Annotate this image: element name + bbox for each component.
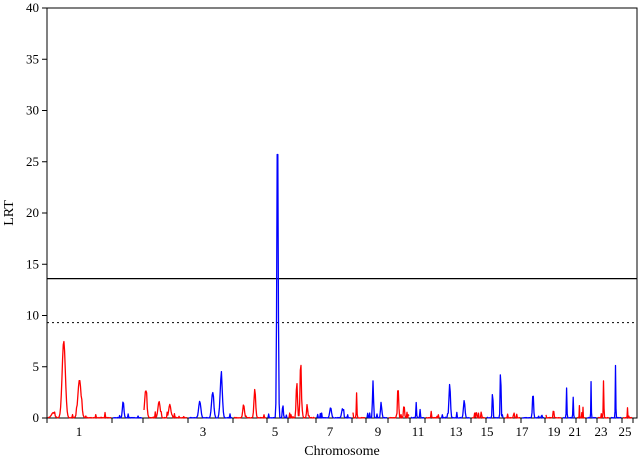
y-tick-label: 30: [26, 103, 39, 118]
y-axis-title: LRT: [2, 200, 17, 226]
chromosome-12-lrt-line: [410, 401, 425, 419]
chromosome-19-lrt-line: [545, 410, 562, 419]
chromosome-25-lrt-line: [622, 407, 633, 419]
y-tick-label: 0: [33, 410, 40, 425]
x-tick-label: 3: [200, 424, 207, 439]
chromosome-9-lrt-line: [352, 392, 366, 419]
y-tick-label: 20: [26, 205, 39, 220]
x-tick-label: 7: [327, 424, 334, 439]
x-tick-label: 5: [272, 424, 279, 439]
chromosome-2-lrt-line: [112, 401, 143, 419]
chromosome-14-lrt-line: [440, 383, 471, 419]
chromosome-11-lrt-line: [388, 390, 410, 419]
chromosome-21-lrt-line: [576, 405, 586, 419]
y-tick-label: 35: [26, 51, 39, 66]
chromosome-23-lrt-line: [597, 380, 610, 419]
x-tick-label: 25: [619, 424, 632, 439]
chromosome-16-lrt-line: [486, 374, 504, 419]
chromosome-13-lrt-line: [425, 410, 440, 419]
y-tick-label: 15: [26, 256, 39, 271]
chromosome-5-lrt-line: [233, 388, 267, 419]
chromosome-20-lrt-line: [562, 387, 576, 419]
x-tick-label: 15: [481, 424, 494, 439]
x-tick-label: 21: [569, 424, 582, 439]
x-tick-label: 11: [412, 424, 425, 439]
x-axis-title: Chromosome: [304, 444, 379, 459]
chromosome-15-lrt-line: [471, 411, 486, 419]
y-tick-label: 5: [33, 359, 40, 374]
x-tick-label: 9: [375, 424, 382, 439]
y-tick-label: 40: [26, 0, 39, 15]
chromosome-17-lrt-line: [504, 412, 521, 419]
x-tick-label: 17: [516, 424, 530, 439]
x-tick-label: 19: [548, 424, 561, 439]
chromosome-1-lrt-line: [47, 340, 112, 419]
x-tick-label: 23: [595, 424, 608, 439]
x-tick-label: 1: [76, 424, 83, 439]
chromosome-3-lrt-line: [143, 390, 188, 419]
y-tick-label: 25: [26, 154, 39, 169]
chromosome-6-lrt-line: [267, 153, 288, 419]
chromosome-10-lrt-line: [366, 380, 388, 419]
x-tick-label: 13: [450, 424, 463, 439]
chromosome-18-lrt-line: [521, 395, 545, 419]
chromosome-24-lrt-line: [610, 364, 622, 419]
chromosome-4-lrt-line: [188, 371, 233, 419]
y-tick-label: 10: [26, 308, 39, 323]
chromosome-22-lrt-line: [586, 380, 597, 419]
plot-frame: [46, 7, 638, 419]
chromosome-7-lrt-line: [288, 364, 316, 419]
chromosome-8-lrt-line: [316, 407, 352, 419]
